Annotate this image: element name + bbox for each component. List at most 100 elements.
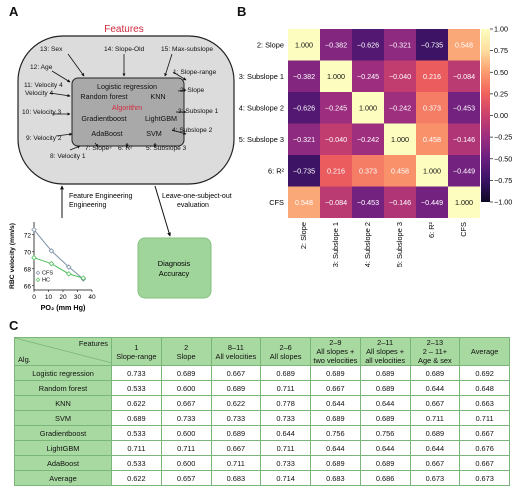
- accuracy-cell: 0.756: [359, 425, 411, 441]
- heatmap-cell: [384, 60, 416, 92]
- heatmap-value-label: −0.084: [325, 198, 347, 207]
- table-header-row: Features Alg. 1 Slope-range 2 Slope 8–11 Al…: [14, 337, 510, 366]
- heatmap-cell: [352, 186, 384, 218]
- feature-6-label: 6: R²: [118, 145, 133, 152]
- heatmap-cell: [320, 186, 352, 218]
- feature-13-label: 13: Sex: [40, 46, 63, 53]
- colorbar-tick-label: −1.00: [494, 198, 512, 207]
- heatmap-row-label: 3: Subslope 1: [239, 72, 284, 81]
- results-table-container: Features Alg. 1 Slope-range 2 Slope 8–11 Al…: [14, 337, 510, 486]
- accuracy-table: Features Alg. 1 Slope-range 2 Slope 8–11 Al…: [14, 337, 510, 486]
- algorithm-svm: SVM: [146, 129, 162, 138]
- heatmap-cell: [320, 92, 352, 124]
- algorithm-random-forest: Random forest: [80, 92, 127, 101]
- accuracy-cell: 0.667: [409, 395, 461, 411]
- heatmap-value-label: 0.458: [423, 135, 441, 144]
- colorbar: [481, 29, 490, 202]
- accuracy-cell: 0.600: [160, 425, 212, 441]
- accuracy-cell: 0.667: [459, 425, 510, 441]
- accuracy-cell: 0.733: [160, 410, 212, 426]
- heatmap-column-label: 4: Subslope 2: [363, 222, 372, 267]
- accuracy-cell: 0.644: [409, 440, 461, 456]
- heatmap-cell: [320, 123, 352, 155]
- heatmap-column-label: 2: Slope: [299, 222, 308, 249]
- heatmap-cell: [352, 123, 384, 155]
- accuracy-cell: 0.622: [111, 395, 162, 411]
- accuracy-cell: 0.686: [359, 470, 411, 486]
- column-header: 2–13 2 – 11+ Age & sex: [409, 337, 461, 366]
- colorbar-tick-label: 0.50: [494, 68, 508, 77]
- heatmap-cell: [416, 155, 448, 187]
- heatmap-cell: [416, 60, 448, 92]
- heatmap-cell: [416, 92, 448, 124]
- feature-engineering-label-2: Engineering: [69, 202, 106, 209]
- colorbar-tick-label: 0.75: [494, 46, 508, 55]
- heatmap-row-label: 5: Subslope 3: [239, 135, 284, 144]
- feature-engineering-label: Feature Engineering: [69, 193, 133, 200]
- feature-9-label: 9: Velocity 2: [26, 135, 62, 142]
- heatmap-column-label: 6: R²: [427, 221, 436, 238]
- heatmap-value-label: −0.449: [421, 198, 443, 207]
- heatmap-value-label: 1.000: [327, 72, 345, 81]
- plot-data-point: [48, 260, 55, 267]
- plot-series-line: [33, 257, 84, 279]
- algorithm-adaboost: AdaBoost: [91, 129, 122, 138]
- accuracy-cell: 0.689: [409, 425, 461, 441]
- heatmap-value-label: −0.040: [325, 135, 347, 144]
- panel-label-a: A: [9, 4, 19, 19]
- loso-arrow: [154, 185, 171, 237]
- heatmap-cell: [416, 29, 448, 61]
- algorithm-name-cell: Logistic regression: [14, 365, 112, 381]
- heatmap-value-label: −0.735: [293, 166, 315, 175]
- accuracy-cell: 0.733: [210, 410, 262, 426]
- heatmap-cell: [352, 60, 384, 92]
- plot-x-tick-label: 0: [32, 294, 36, 301]
- heatmap-cell: [384, 155, 416, 187]
- heatmap-cell: [384, 92, 416, 124]
- feature-15-label: 15: Max-subslope: [161, 46, 213, 53]
- heatmap-cell: [320, 60, 352, 92]
- table-row: Random forest 0.533 0.600 0.689 0.711 0.667 0.…: [14, 380, 510, 396]
- algorithm-name-cell: Gradientboost: [14, 425, 112, 441]
- accuracy-cell: 0.667: [310, 380, 361, 396]
- table-row: Average 0.622 0.657 0.683 0.714 0.683 0.686 0.6…: [14, 470, 510, 486]
- plot-x-tick-label: 40: [88, 294, 96, 301]
- accuracy-cell: 0.683: [310, 470, 361, 486]
- accuracy-cell: 0.689: [260, 365, 311, 381]
- accuracy-cell: 0.622: [111, 470, 162, 486]
- heatmap-cell: [288, 60, 320, 92]
- rbc-velocity-plot: 72 70 68 660 10 20 30 40 RBC velocity (mm/s) PO₂ …: [9, 222, 96, 312]
- column-header: 2 Slope: [160, 337, 212, 366]
- algorithm-knn: KNN: [150, 92, 165, 101]
- table-row: Logistic regression 0.733 0.689 0.667 0.689 0…: [14, 365, 510, 381]
- table-row: Gradientboost 0.533 0.600 0.689 0.644 0.756 0.…: [14, 425, 510, 441]
- accuracy-cell: 0.714: [260, 470, 311, 486]
- table-row: SVM 0.689 0.733 0.733 0.733 0.689 0.689 0.711 0.…: [14, 410, 510, 426]
- feature-11-velocity: Velocity 4: [25, 90, 54, 97]
- heatmap-row-label: 6: R²: [268, 166, 285, 175]
- plot-legend-label: HC: [42, 278, 50, 284]
- loso-label-2: evaluation: [177, 202, 209, 209]
- heatmap-row-label: 4: Subslope 2: [239, 103, 284, 112]
- heatmap-cell: [448, 155, 480, 187]
- feature-10-label: 10: Velocity 3: [22, 109, 62, 116]
- accuracy-cell: 0.644: [409, 380, 461, 396]
- accuracy-cell: 0.657: [160, 470, 212, 486]
- heatmap-cell: [448, 186, 480, 218]
- heatmap-cell: [288, 92, 320, 124]
- plot-x-label: PO₂ (mm Hg): [41, 303, 86, 312]
- accuracy-cell: 0.711: [409, 410, 461, 426]
- plot-x-tick-label: 10: [45, 294, 53, 301]
- heatmap-cell: [288, 29, 320, 61]
- colorbar-tick-label: −0.75: [494, 176, 512, 185]
- diagnosis-label-2: Accuracy: [159, 269, 190, 278]
- plot-y-tick-label: 70: [24, 249, 32, 256]
- plot-y-tick-label: 68: [24, 266, 32, 273]
- accuracy-cell: 0.644: [359, 395, 411, 411]
- accuracy-cell: 0.667: [210, 440, 262, 456]
- heatmap-cell: [352, 29, 384, 61]
- accuracy-cell: 0.733: [111, 365, 162, 381]
- heatmap-value-label: 0.216: [423, 72, 441, 81]
- heatmap-value-label: 0.548: [455, 40, 473, 49]
- table-corner-cell: Features Alg.: [14, 337, 113, 366]
